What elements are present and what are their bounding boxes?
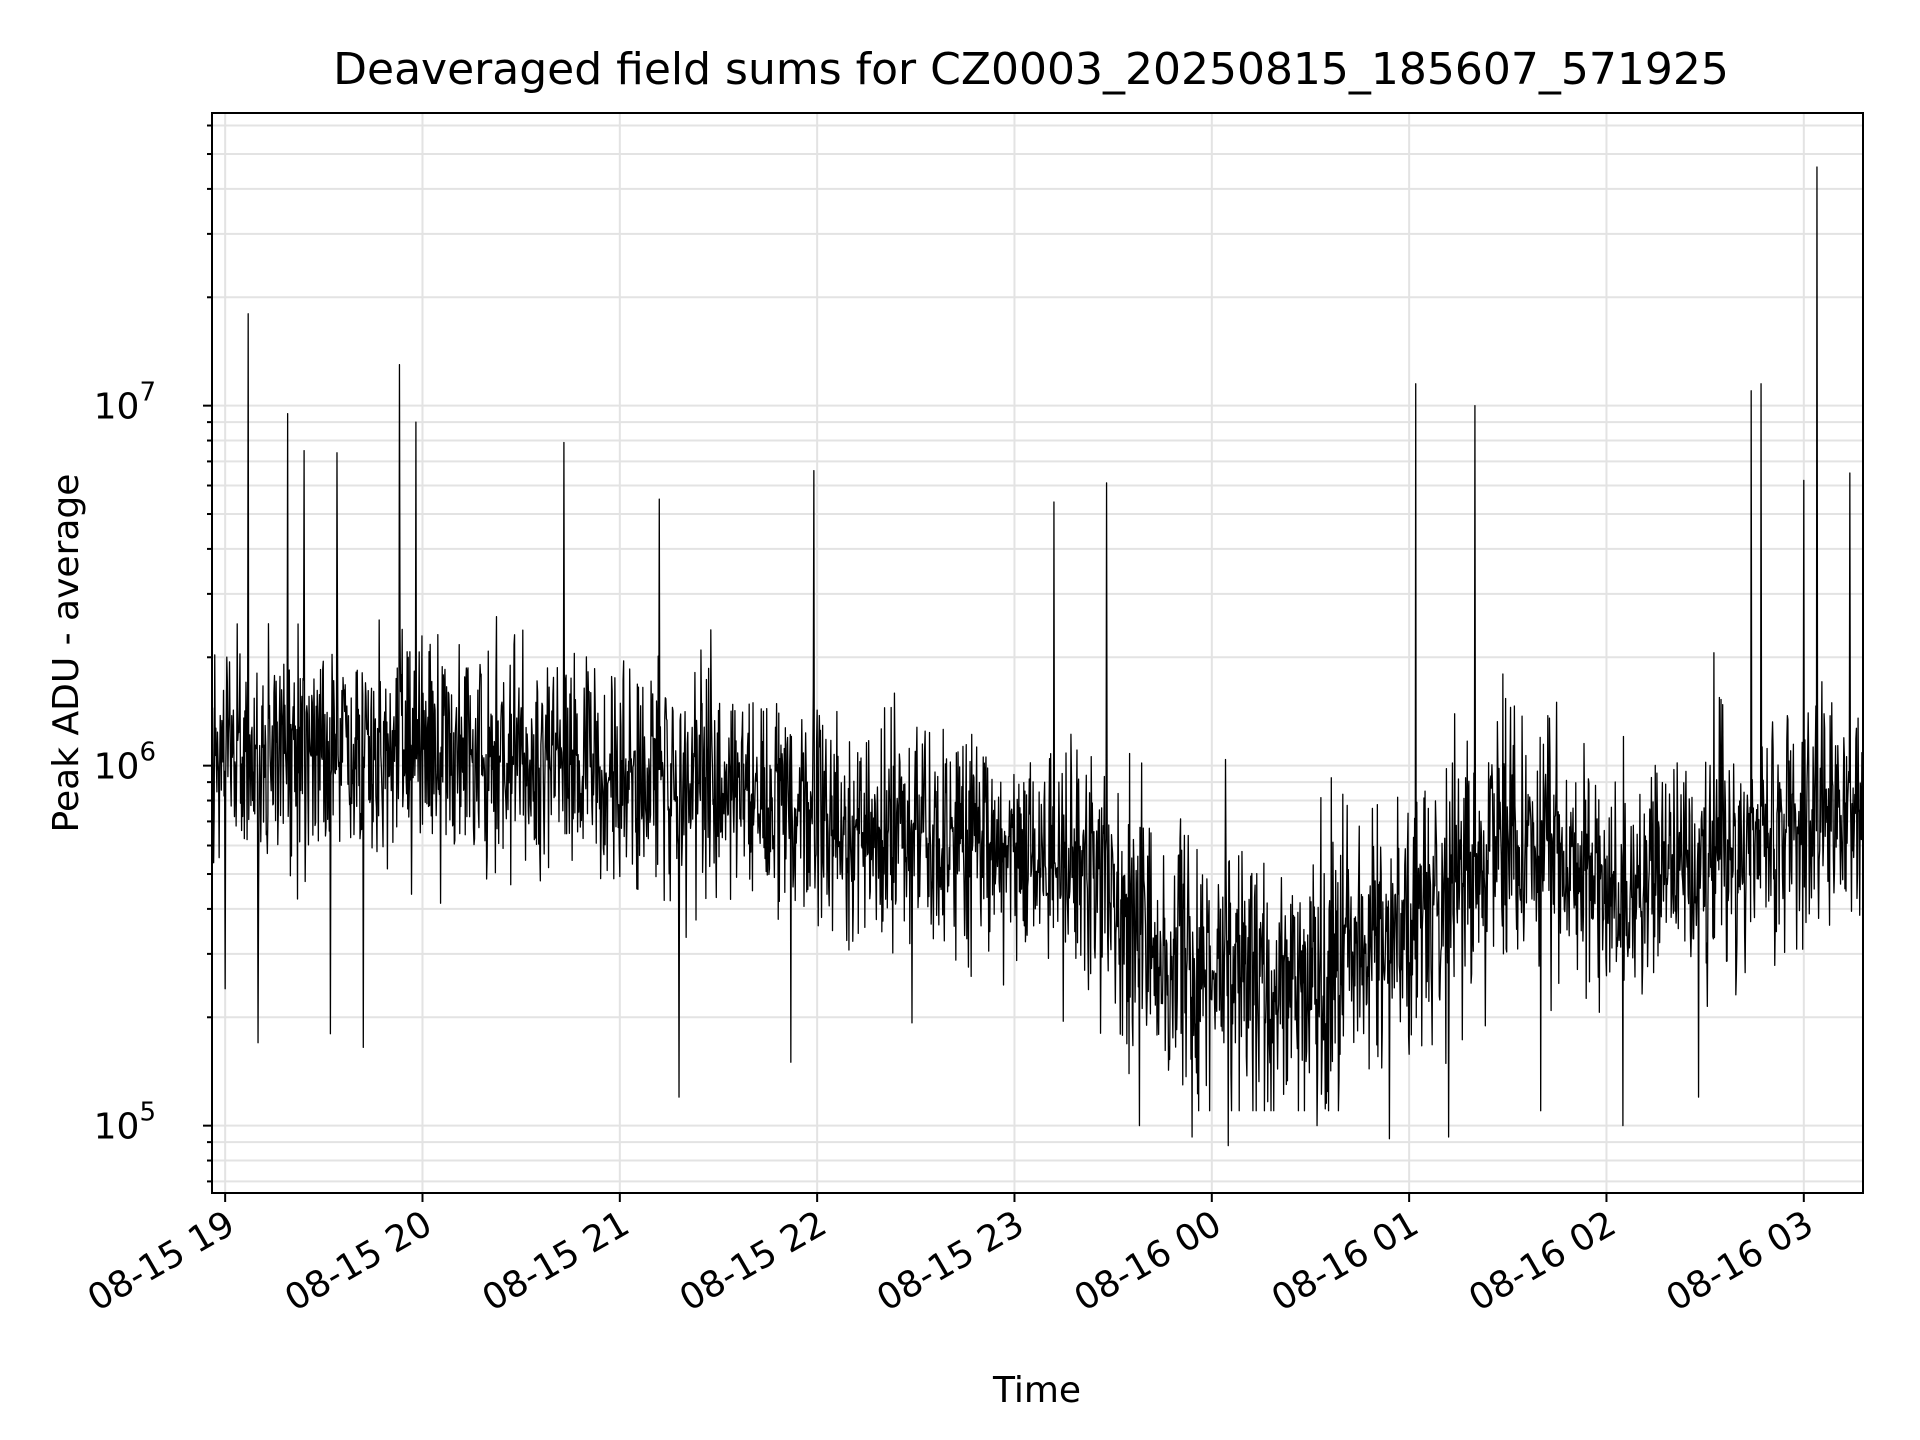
y-tick-base: 10 [94, 387, 140, 428]
chart-title: Deaveraged field sums for CZ0003_2025081… [333, 44, 1729, 95]
y-tick-base: 10 [94, 1107, 140, 1148]
x-axis-label: Time [992, 1370, 1081, 1411]
y-axis-label: Peak ADU - average [46, 474, 87, 833]
y-tick-label: 106 [94, 738, 156, 788]
y-tick-base: 10 [94, 747, 140, 788]
y-tick-exponent: 7 [139, 378, 156, 408]
y-tick-exponent: 6 [139, 738, 156, 768]
y-tick-label: 105 [94, 1098, 156, 1148]
y-tick-exponent: 5 [139, 1098, 156, 1128]
series-line [212, 166, 1863, 1147]
y-tick-label: 107 [94, 378, 156, 428]
plot-frame [211, 112, 1864, 1194]
